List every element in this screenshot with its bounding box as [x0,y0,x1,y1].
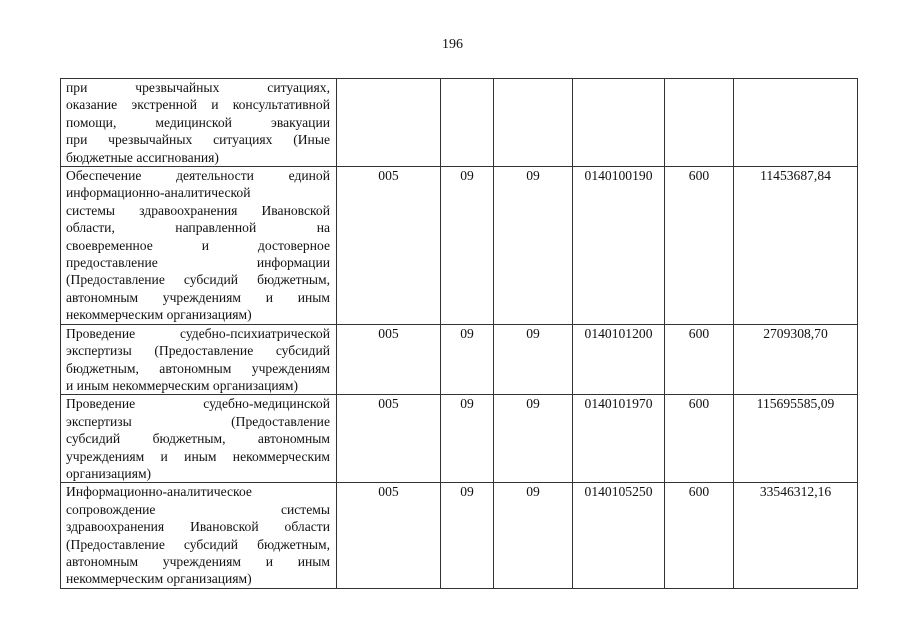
description-cell: Обеспечение деятельности единой информаци… [60,166,337,325]
code-cell-c3: 09 [493,482,573,589]
code-cell-c5: 600 [664,323,734,396]
description-line: бюджетным, автономным учреждениям [66,360,330,376]
description-line: оказание экстренной и консультативной [66,97,330,113]
code-cell-c2: 09 [440,394,494,484]
description-line: предоставление информации [66,255,330,271]
code-cell-c5: 600 [664,166,734,325]
description-line: здравоохранения Ивановской области [66,519,330,535]
description-line: системы здравоохранения Ивановской [66,202,330,218]
description-line: сопровождение системы [66,501,330,517]
description-line: при чрезвычайных ситуациях (Иные [66,132,330,148]
description-cell: при чрезвычайных ситуациях, оказание экст… [60,77,337,168]
code-cell-c1: 005 [336,323,441,396]
description-line: автономным учреждениям и иным [66,289,330,305]
description-line: субсидий бюджетным, автономным [66,431,330,447]
table-row: Обеспечение деятельности единой информаци… [60,166,858,325]
description-line: некоммерческим организациям) [66,307,252,323]
code-cell-c5 [664,77,734,168]
table-row: Проведение судебно-медицинской экспертизы… [60,394,858,484]
page-number: 196 [442,37,463,52]
code-cell-c4: 0140100190 [572,166,665,325]
code-cell-c6: 33546312,16 [733,482,858,589]
description-cell: Информационно-аналитическое сопровождение… [60,482,337,589]
description-line: бюджетные ассигнования) [66,149,219,165]
description-line: автономным учреждениям и иным [66,553,330,569]
code-cell-c4 [572,77,665,168]
code-cell-c4: 0140101200 [572,323,665,396]
code-cell-c1: 005 [336,166,441,325]
code-cell-c6: 2709308,70 [733,323,858,396]
code-cell-c1: 005 [336,394,441,484]
table-row: Проведение судебно-психиатрической экспер… [60,323,858,396]
description-line: учреждениям и иным некоммерческим [66,448,330,464]
description-line: организациям) [66,465,152,481]
code-cell-c5: 600 [664,394,734,484]
code-cell-c3 [493,77,573,168]
code-cell-c6: 11453687,84 [733,166,858,325]
description-line: Информационно-аналитическое [66,484,252,500]
code-cell-c6: 115695585,09 [733,394,858,484]
description-line: Проведение судебно-медицинской [66,396,330,412]
code-cell-c2 [440,77,494,168]
code-cell-c3: 09 [493,323,573,396]
code-cell-c2: 09 [440,166,494,325]
code-cell-c4: 0140105250 [572,482,665,589]
description-line: (Предоставление субсидий бюджетным, [66,536,330,552]
description-cell: Проведение судебно-психиатрической экспер… [60,323,337,396]
budget-table: при чрезвычайных ситуациях, оказание экст… [60,77,858,589]
description-line: экспертизы (Предоставление субсидий [66,343,330,359]
code-cell-c1: 005 [336,482,441,589]
code-cell-c3: 09 [493,394,573,484]
description-line: при чрезвычайных ситуациях, [66,80,330,95]
description-line: своевременное и достоверное [66,237,330,253]
code-cell-c1 [336,77,441,168]
description-line: (Предоставление субсидий бюджетным, [66,272,330,288]
table-row: при чрезвычайных ситуациях, оказание экст… [60,77,858,168]
description-line: информационно-аналитической [66,185,251,201]
code-cell-c6 [733,77,858,168]
description-line: экспертизы (Предоставление [66,413,330,429]
description-line: помощи, медицинской эвакуации [66,114,330,130]
code-cell-c2: 09 [440,482,494,589]
table-row: Информационно-аналитическое сопровождение… [60,482,858,589]
code-cell-c2: 09 [440,323,494,396]
description-line: Проведение судебно-психиатрической [66,325,330,341]
description-line: некоммерческим организациям) [66,571,252,587]
description-cell: Проведение судебно-медицинской экспертизы… [60,394,337,484]
description-line: Обеспечение деятельности единой [66,168,330,184]
description-line: и иным некоммерческим организациям) [66,377,299,393]
description-line: области, направленной на [66,220,330,236]
code-cell-c3: 09 [493,166,573,325]
code-cell-c4: 0140101970 [572,394,665,484]
code-cell-c5: 600 [664,482,734,589]
